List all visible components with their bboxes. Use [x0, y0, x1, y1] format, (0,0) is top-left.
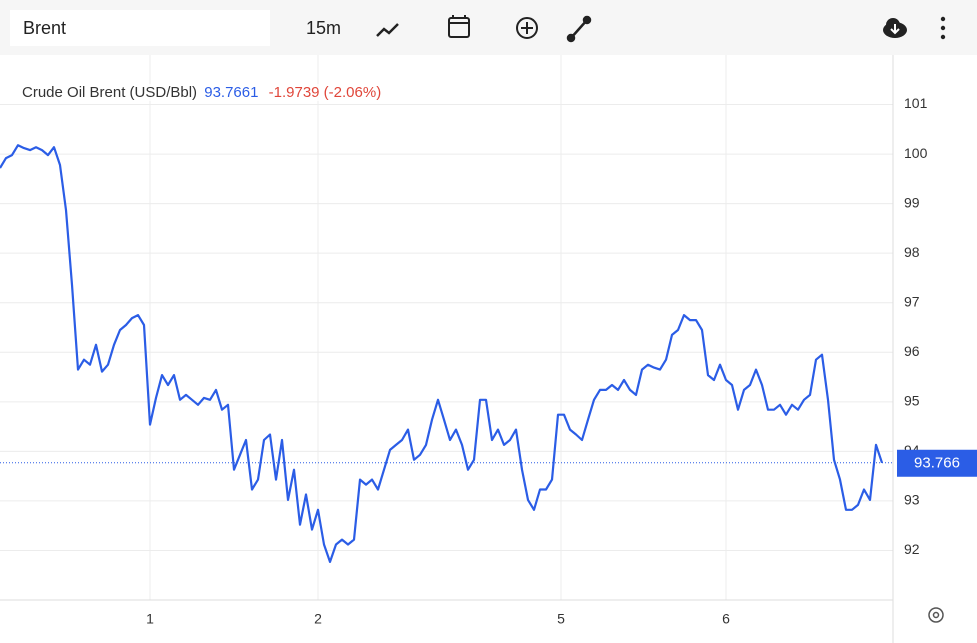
y-tick-label: 97	[904, 293, 920, 309]
price-line	[0, 144, 884, 563]
price-tag	[897, 449, 977, 477]
menu-icon[interactable]	[940, 16, 946, 40]
legend-title: Crude Oil Brent (USD/Bbl)	[22, 84, 198, 101]
y-tick-label: 96	[904, 343, 920, 359]
chart-type-icon[interactable]	[376, 23, 399, 37]
legend-value: 93.7661	[204, 84, 259, 101]
calendar-icon[interactable]	[448, 15, 470, 38]
y-tick-label: 99	[904, 194, 920, 210]
interval-button[interactable]: 15m	[306, 18, 342, 38]
y-tick-label: 100	[904, 145, 928, 161]
y-tick-label: 92	[904, 541, 920, 557]
y-tick-label: 101	[904, 95, 928, 111]
x-tick-label: 5	[557, 611, 565, 627]
draw-icon[interactable]	[566, 15, 592, 43]
y-tick-label: 95	[904, 393, 920, 409]
legend: Crude Oil Brent (USD/Bbl) 93.7661 -1.973…	[22, 84, 382, 101]
settings-icon[interactable]	[928, 607, 944, 623]
add-indicator-icon[interactable]	[516, 17, 538, 39]
download-icon[interactable]	[883, 18, 907, 38]
price-tag-label: 93.766	[914, 455, 960, 472]
toolbar-icons	[376, 15, 946, 43]
chart: 9293949596979899100101125693.766	[0, 55, 977, 643]
legend-change: -1.9739 (-2.06%)	[268, 84, 382, 101]
x-tick-label: 6	[722, 611, 730, 627]
y-tick-label: 93	[904, 492, 920, 508]
toolbar: Brent 15m	[0, 0, 977, 55]
y-tick-label: 98	[904, 244, 920, 260]
x-tick-label: 2	[314, 611, 322, 627]
x-tick-label: 1	[146, 611, 154, 627]
symbol-input[interactable]: Brent	[10, 10, 270, 46]
